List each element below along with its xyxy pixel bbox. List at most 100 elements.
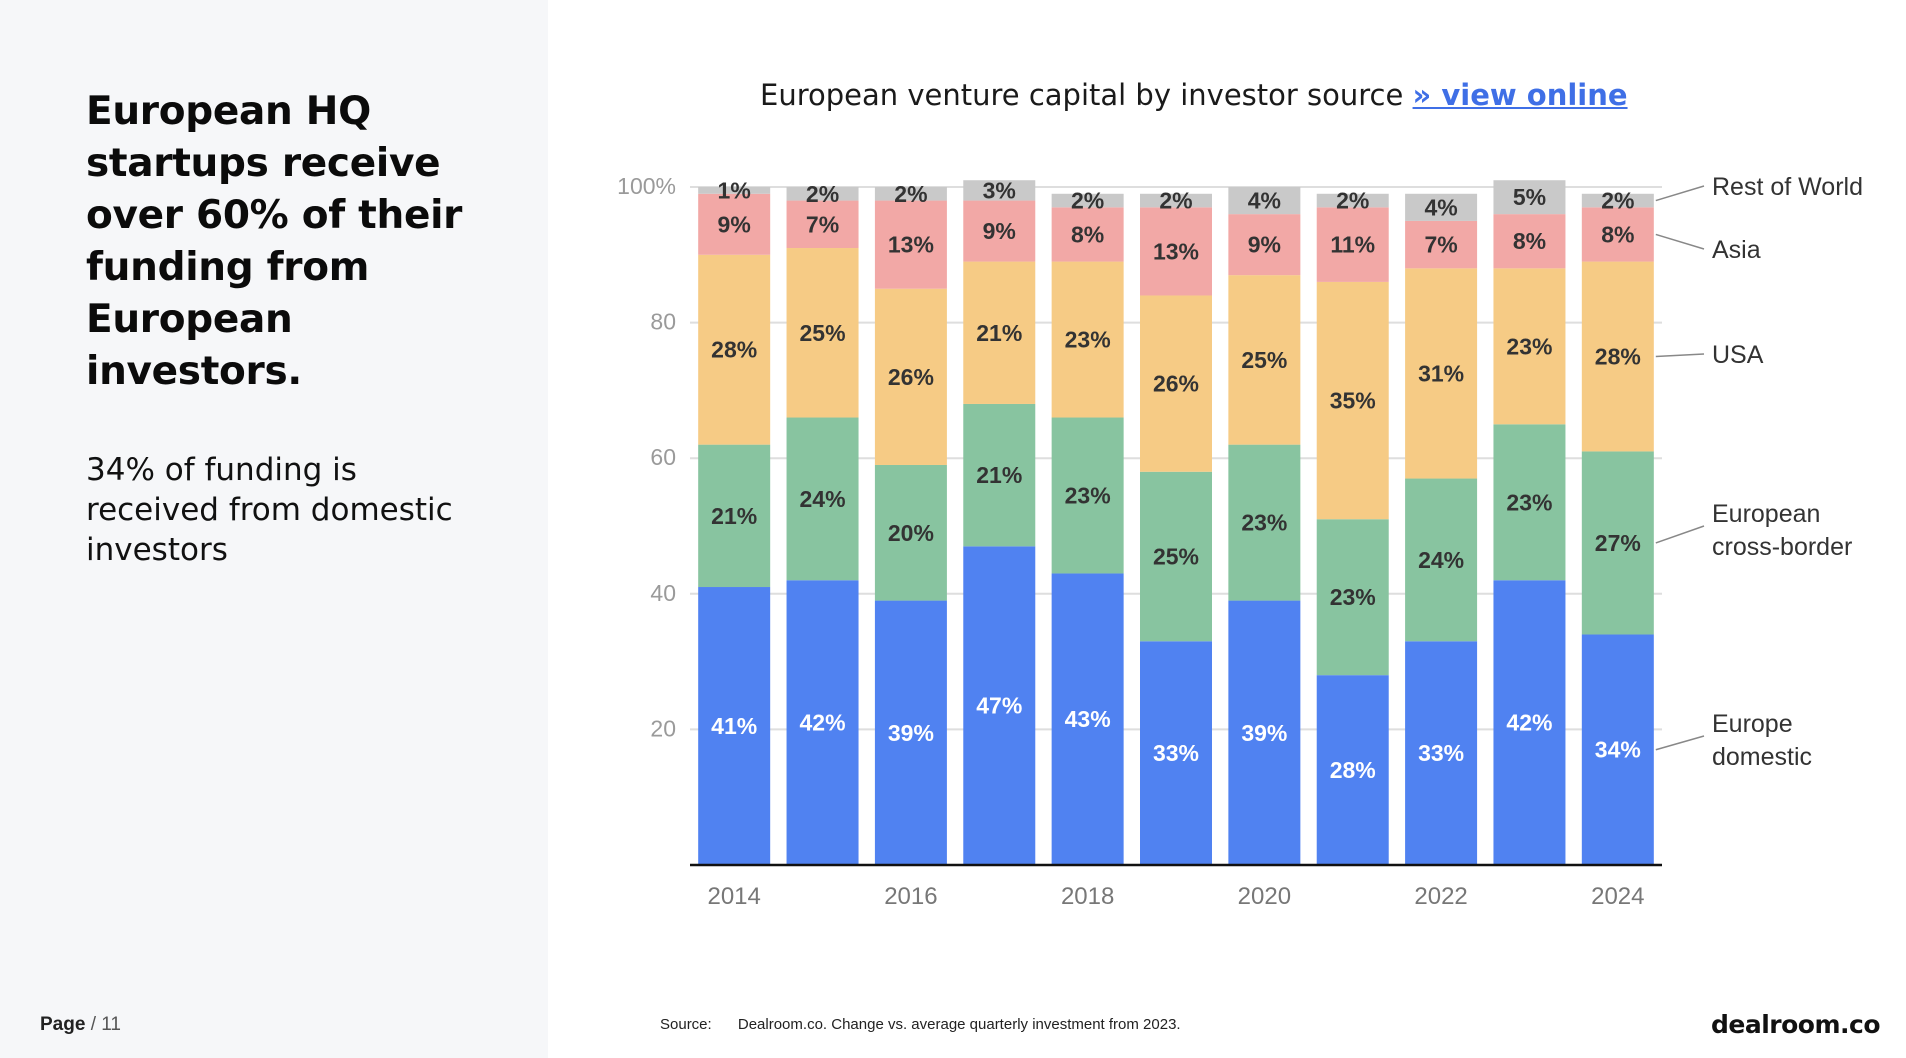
bar-segment	[1051, 261, 1124, 418]
source-label: Source:	[660, 1016, 712, 1033]
bar-segment	[1140, 295, 1212, 472]
chart-title-text: European venture capital by investor sou…	[760, 78, 1404, 112]
data-label: 20%	[888, 520, 934, 546]
bar-segment	[786, 417, 859, 581]
bar-segment	[1316, 281, 1389, 520]
bar-segment	[1493, 214, 1566, 269]
page-separator: /	[90, 1014, 96, 1035]
data-label: 2%	[1601, 188, 1634, 214]
bar-segment	[1405, 268, 1478, 479]
y-tick-label: 20	[650, 715, 676, 741]
data-label: 41%	[711, 713, 757, 739]
data-label: 5%	[1513, 184, 1546, 210]
x-tick-label: 2022	[1414, 883, 1467, 910]
bar-segment	[1228, 214, 1301, 276]
bar-segment	[1581, 261, 1654, 452]
bar-segment	[1405, 641, 1478, 865]
bar-segment	[1581, 451, 1654, 635]
bar-segment	[1228, 444, 1301, 601]
data-label: 11%	[1330, 232, 1375, 258]
data-label: 8%	[1601, 221, 1634, 247]
x-tick-label: 2018	[1061, 883, 1114, 910]
data-label: 2%	[1071, 188, 1104, 214]
data-label: 33%	[1153, 740, 1199, 766]
data-label: 42%	[1506, 710, 1552, 736]
bar-segment	[1581, 207, 1654, 262]
headline: European HQ startups receive over 60% of…	[86, 89, 463, 394]
data-label: 23%	[1241, 510, 1287, 536]
page-number: 11	[101, 1014, 121, 1035]
bar-segment	[1493, 180, 1566, 215]
bar-segment	[698, 587, 771, 865]
bar-segment	[1493, 424, 1566, 581]
bar-segment	[1581, 634, 1654, 865]
bar-segment	[963, 546, 1036, 865]
legend-leader-line	[1655, 185, 1705, 202]
data-label: 21%	[711, 503, 757, 529]
data-label: 28%	[1330, 757, 1376, 783]
data-label: 2%	[1336, 188, 1369, 214]
data-label: 4%	[1248, 188, 1281, 214]
data-label: 39%	[888, 720, 934, 746]
data-label: 47%	[976, 693, 1022, 719]
data-label: 31%	[1418, 360, 1464, 386]
bar-segment	[963, 403, 1036, 547]
data-label: 8%	[1071, 221, 1104, 247]
legend-leader-line	[1655, 233, 1705, 250]
x-tick-label: 2024	[1591, 883, 1644, 910]
legend-leader-line	[1655, 353, 1705, 358]
bar-segment	[1140, 471, 1212, 642]
data-label: 33%	[1418, 740, 1464, 766]
data-label: 28%	[1595, 344, 1641, 370]
bar-segment	[698, 193, 771, 255]
data-label: 34%	[1595, 737, 1641, 763]
view-online-link[interactable]: » view online	[1412, 78, 1628, 112]
subtext: 34% of funding is received from domestic…	[86, 452, 453, 568]
data-label: 21%	[976, 320, 1022, 346]
data-label: 26%	[888, 364, 934, 390]
bar-segment	[963, 200, 1036, 262]
bar-segment	[786, 200, 859, 249]
bar-segment	[1405, 220, 1478, 269]
data-label: 3%	[983, 177, 1016, 203]
data-label: 28%	[711, 337, 757, 363]
legend-label: cross-border	[1712, 533, 1852, 561]
page-label: Page	[40, 1014, 86, 1035]
y-tick-label: 100%	[617, 173, 676, 199]
data-label: 23%	[1065, 482, 1111, 508]
data-label: 23%	[1065, 327, 1111, 353]
left-panel	[0, 0, 548, 1058]
bar-segment	[1493, 580, 1566, 865]
bar-segment	[786, 248, 859, 418]
data-label: 25%	[800, 320, 846, 346]
bar-segment	[1051, 193, 1124, 208]
page-indicator: Page / 11	[40, 1014, 121, 1036]
data-label: 9%	[1248, 232, 1281, 258]
legend-label: USA	[1712, 341, 1764, 369]
source-note: Source: Dealroom.co. Change vs. average …	[660, 1016, 1181, 1033]
legend-label: Asia	[1712, 236, 1761, 264]
data-label: 27%	[1595, 530, 1641, 556]
bar-segment	[1228, 275, 1301, 445]
legend-leader-line	[1655, 525, 1705, 544]
data-label: 7%	[806, 211, 839, 237]
data-label: 42%	[800, 710, 846, 736]
data-label: 23%	[1506, 489, 1552, 515]
data-label: 2%	[1159, 188, 1192, 214]
dealroom-logo: dealroom.co	[1710, 1010, 1881, 1039]
data-label: 23%	[1330, 584, 1376, 610]
data-label: 25%	[1153, 544, 1199, 570]
data-label: 24%	[1418, 547, 1464, 573]
data-label: 35%	[1330, 388, 1376, 414]
data-label: 43%	[1065, 706, 1111, 732]
legend-label: domestic	[1712, 743, 1812, 771]
data-label: 21%	[976, 462, 1022, 488]
data-label: 7%	[1424, 232, 1457, 258]
bar-segment	[1228, 187, 1301, 215]
bar-segment	[1051, 417, 1124, 574]
bar-segment	[1051, 207, 1124, 262]
y-tick-label: 60	[650, 444, 676, 470]
bar-segment	[874, 600, 947, 865]
data-label: 4%	[1424, 194, 1457, 220]
